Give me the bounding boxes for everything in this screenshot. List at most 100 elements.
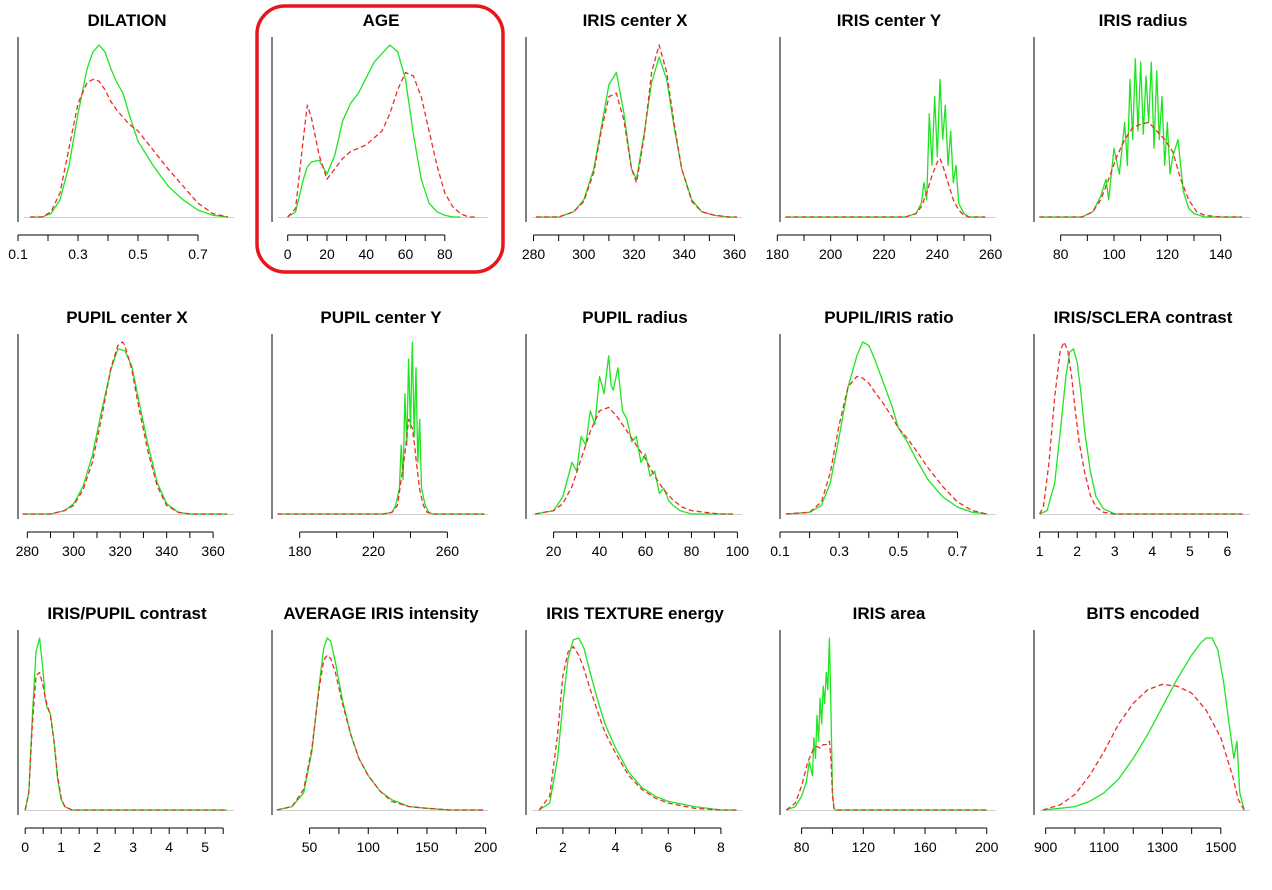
series-solid-line: [1039, 58, 1242, 218]
series-dashed-line: [1042, 683, 1245, 811]
x-tick-label: 1100: [1089, 839, 1119, 855]
x-tick-label: 4: [1148, 543, 1156, 559]
x-tick-label: 120: [852, 839, 876, 855]
x-tick-label: 320: [109, 543, 133, 559]
x-tick-label: 0.1: [8, 246, 28, 262]
x-tick-label: 4: [165, 839, 173, 855]
chart-title: IRIS TEXTURE energy: [546, 604, 724, 623]
x-tick-label: 100: [1102, 246, 1126, 262]
series-dashed-line: [287, 71, 477, 218]
x-tick-label: 360: [723, 246, 747, 262]
x-tick-label: 40: [358, 246, 374, 262]
chart-panel-iris-area: IRIS area 80 120 160 200: [762, 593, 1016, 889]
chart-title: IRIS center X: [583, 11, 689, 30]
chart-iris-pupil-contrast: IRIS/PUPIL contrast 0 1 2 3 4 5: [17, 604, 234, 855]
chart-bits-encoded: BITS encoded 900 1100 1300 1500: [1033, 604, 1250, 855]
x-tick-label: 1: [57, 839, 65, 855]
x-tick-label: 80: [684, 543, 700, 559]
series-solid-line: [1039, 348, 1243, 515]
chart-title: DILATION: [87, 11, 166, 30]
chart-title: AVERAGE IRIS intensity: [283, 604, 479, 623]
series-solid-line: [785, 637, 987, 811]
series-solid-line: [535, 355, 733, 515]
highlight-frame: [255, 4, 505, 274]
x-tick-label: 80: [794, 839, 810, 855]
x-tick-label: 3: [129, 839, 137, 855]
chart-panel-pupil-center-y: PUPIL center Y 180 220 260: [254, 297, 508, 593]
x-tick-label: 100: [357, 839, 381, 855]
x-tick-label: 280: [16, 543, 40, 559]
x-tick-label: 60: [638, 543, 654, 559]
chart-panel-pupil-center-x: PUPIL center X 280 300 320 340 360: [0, 297, 254, 593]
series-dashed-line: [535, 406, 733, 515]
x-tick-label: 0.7: [948, 543, 968, 559]
x-tick-label: 220: [872, 246, 896, 262]
x-tick-label: 300: [572, 246, 596, 262]
chart-iris-area: IRIS area 80 120 160 200: [779, 604, 999, 855]
x-tick-label: 0.5: [128, 246, 148, 262]
chart-panel-iris-center-y: IRIS center Y 180 200 220 240 260: [762, 0, 1016, 296]
chart-title: IRIS/PUPIL contrast: [47, 604, 207, 623]
series-dashed-line: [536, 44, 737, 218]
series-solid-line: [276, 637, 484, 811]
chart-title: PUPIL center X: [66, 308, 188, 327]
chart-age: AGE 0 20 40 60 80: [255, 4, 505, 274]
chart-title: PUPIL center Y: [320, 308, 442, 327]
x-tick-label: 5: [201, 839, 209, 855]
x-tick-label: 200: [819, 246, 843, 262]
series-dashed-line: [1039, 341, 1243, 515]
x-tick-label: 2: [1073, 543, 1081, 559]
series-dashed-line: [785, 157, 986, 218]
chart-average-iris-intensity: AVERAGE IRIS intensity 50 100 150 200: [271, 604, 498, 855]
x-tick-label: 240: [926, 246, 950, 262]
series-dashed-line: [1039, 121, 1242, 218]
x-tick-label: 50: [302, 839, 318, 855]
x-tick-label: 220: [362, 543, 386, 559]
x-tick-label: 1: [1036, 543, 1044, 559]
x-tick-label: 0.1: [770, 543, 790, 559]
x-tick-label: 2: [559, 839, 567, 855]
series-solid-line: [24, 637, 227, 811]
chart-title: PUPIL/IRIS ratio: [824, 308, 953, 327]
x-tick-label: 320: [622, 246, 646, 262]
series-dashed-line: [538, 645, 737, 811]
series-solid-line: [22, 348, 227, 515]
chart-panel-average-iris-intensity: AVERAGE IRIS intensity 50 100 150 200: [254, 593, 508, 889]
x-tick-label: 0: [284, 246, 292, 262]
series-dashed-line: [277, 418, 485, 515]
series-solid-line: [1042, 637, 1245, 811]
x-tick-label: 140: [1209, 246, 1233, 262]
x-tick-label: 0.3: [829, 543, 849, 559]
chart-pupil-center-x: PUPIL center X 280 300 320 340 360: [16, 308, 234, 559]
x-tick-label: 40: [592, 543, 608, 559]
series-solid-line: [785, 78, 986, 218]
x-tick-label: 6: [664, 839, 672, 855]
chart-title: IRIS area: [853, 604, 926, 623]
chart-title: PUPIL radius: [582, 308, 688, 327]
series-solid-line: [30, 44, 229, 218]
x-tick-label: 360: [201, 543, 225, 559]
chart-panel-age: AGE 0 20 40 60 80: [254, 0, 508, 296]
x-tick-label: 20: [546, 543, 562, 559]
x-tick-label: 300: [62, 543, 86, 559]
x-tick-label: 0.5: [889, 543, 909, 559]
x-tick-label: 5: [1186, 543, 1194, 559]
series-dashed-line: [30, 78, 229, 218]
series-solid-line: [785, 341, 988, 515]
series-dashed-line: [785, 375, 988, 515]
x-tick-label: 180: [766, 246, 790, 262]
x-tick-label: 60: [398, 246, 414, 262]
x-tick-label: 20: [319, 246, 335, 262]
series-dashed-line: [22, 341, 227, 515]
x-tick-label: 0.7: [188, 246, 208, 262]
x-tick-label: 340: [673, 246, 697, 262]
series-dashed-line: [785, 740, 987, 811]
chart-title: BITS encoded: [1086, 604, 1199, 623]
x-tick-label: 150: [415, 839, 439, 855]
chart-pupil-iris-ratio: PUPIL/IRIS ratio 0.1 0.3 0.5 0.7: [770, 308, 996, 559]
x-tick-label: 3: [1111, 543, 1119, 559]
x-tick-label: 900: [1034, 839, 1058, 855]
x-tick-label: 4: [612, 839, 620, 855]
chart-iris-radius: IRIS radius 80 100 120 140: [1033, 11, 1250, 262]
